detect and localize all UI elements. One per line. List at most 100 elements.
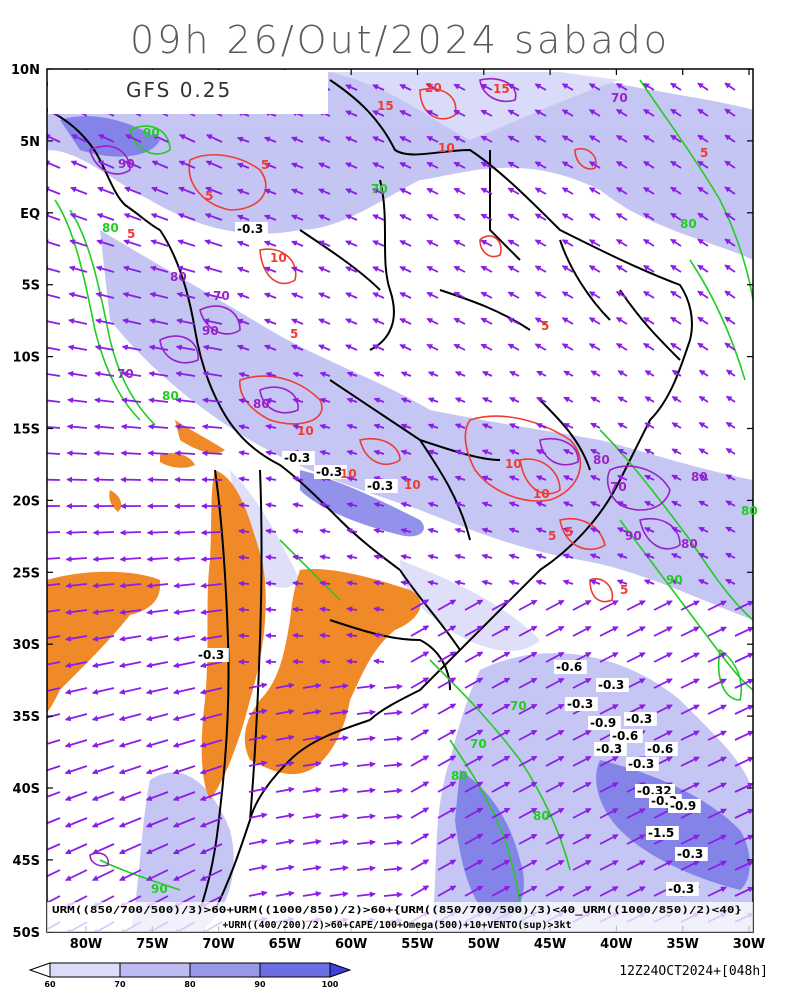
wind-arrow [238, 371, 250, 378]
wind-arrow [265, 423, 277, 430]
wind-arrow [507, 265, 520, 273]
wind-arrow [481, 397, 493, 403]
wind-arrow [263, 188, 277, 195]
wind-arrow [561, 265, 574, 273]
wind-arrow [437, 729, 457, 741]
wind-arrow [599, 808, 619, 819]
wind-arrow [588, 317, 601, 325]
wind-arrow [248, 708, 268, 715]
wind-arrow [172, 687, 196, 695]
wind-arrow [626, 678, 646, 689]
wind-arrow [318, 136, 331, 143]
wind-arrow [454, 501, 466, 508]
wind-arrow [644, 448, 655, 455]
wind-arrow [464, 755, 484, 767]
wind-arrow [123, 239, 142, 247]
wind-arrow [626, 808, 646, 819]
wind-arrow [426, 83, 439, 91]
wind-arrow [290, 318, 304, 325]
wind-arrow [572, 833, 592, 845]
wind-arrow [670, 316, 682, 325]
wind-arrow [534, 109, 547, 117]
wind-arrow [92, 609, 115, 616]
wind-arrow [356, 683, 376, 690]
wind-arrow [91, 661, 115, 669]
wind-arrow [93, 450, 115, 457]
lon-label: 50W [468, 937, 500, 952]
wind-arrow [91, 713, 115, 722]
wind-arrow [356, 787, 376, 794]
wind-arrow [410, 885, 430, 897]
wind-arrow [680, 704, 700, 715]
wind-arrow [426, 161, 439, 169]
wind-arrow [437, 599, 457, 611]
wind-arrow [203, 318, 223, 325]
wind-arrow [91, 843, 115, 855]
wind-arrow [707, 626, 727, 637]
wind-arrow [518, 833, 538, 845]
wind-arrow [491, 807, 511, 819]
wind-arrow [642, 160, 655, 169]
green-label: 70 [510, 699, 527, 713]
wind-arrow [644, 396, 655, 403]
wind-arrow [118, 817, 142, 828]
wind-arrow [724, 342, 736, 351]
wind-arrow [65, 529, 88, 536]
wind-arrow [373, 501, 385, 508]
wind-arrow [65, 609, 88, 616]
wind-arrow [145, 843, 169, 855]
wind-arrow [47, 609, 61, 613]
wind-arrow [507, 343, 520, 351]
wind-arrow [175, 397, 196, 404]
wind-arrow [146, 582, 169, 589]
wind-arrow [345, 344, 358, 351]
wind-arrow [410, 703, 430, 715]
lat-label: 50S [13, 926, 40, 941]
wind-arrow [399, 136, 412, 143]
green-label: 80 [533, 809, 550, 823]
wind-arrow [66, 450, 88, 457]
wind-arrow [201, 450, 223, 457]
wind-arrow [535, 449, 547, 455]
wind-arrow [453, 291, 466, 299]
wind-arrow [203, 291, 223, 299]
wind-arrow [588, 187, 601, 195]
wind-arrow [508, 501, 520, 508]
wind-arrow [145, 817, 169, 828]
wind-arrow [599, 782, 619, 793]
wind-arrow [345, 162, 358, 169]
wind-arrow [94, 370, 115, 377]
caption-line-2: +URM((400/200)/2)>60+CAPE/100+Omega(500)… [222, 920, 571, 931]
wind-arrow [118, 869, 142, 881]
wind-arrow [175, 344, 196, 351]
wind-arrow [480, 239, 493, 247]
wind-arrow [491, 833, 511, 845]
label-box [666, 882, 699, 896]
wind-arrow [734, 886, 753, 897]
wind-arrow [373, 371, 385, 378]
wind-arrow [329, 709, 349, 716]
wind-arrow [346, 606, 358, 613]
cape-label: 20 [425, 81, 442, 95]
wind-arrow [47, 557, 61, 560]
wind-arrow [173, 609, 196, 616]
wind-arrow [149, 318, 169, 325]
wind-arrow [47, 373, 61, 377]
lon-label: 75W [136, 937, 168, 952]
wind-arrow [707, 678, 727, 689]
lon-label: 55W [401, 937, 433, 952]
wind-arrow [68, 291, 88, 299]
wind-arrow [400, 475, 412, 482]
wind-arrow [535, 527, 547, 534]
wind-arrow [545, 885, 565, 897]
wind-arrow [507, 187, 520, 195]
wind-arrow [616, 501, 628, 507]
wind-arrow [400, 449, 412, 456]
wind-arrow [707, 782, 727, 793]
wind-arrow [670, 160, 682, 169]
wind-arrow [643, 527, 655, 533]
wind-arrow [561, 291, 574, 299]
wind-arrow [199, 687, 223, 695]
wind-arrow [644, 474, 655, 481]
colorbar-tick-label: 60 [44, 980, 56, 989]
